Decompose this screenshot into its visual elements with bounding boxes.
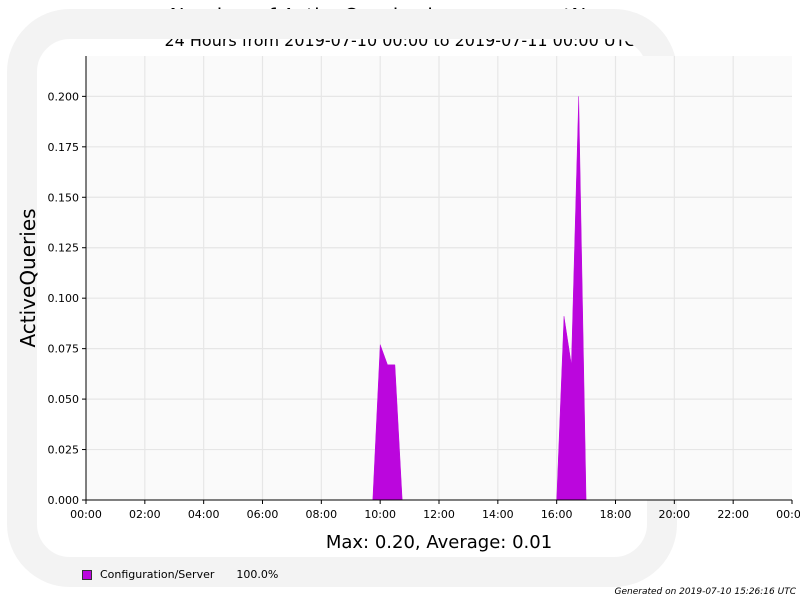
y-tick-label: 0.025	[48, 444, 80, 457]
y-axis-label: ActiveQueries	[16, 208, 40, 347]
legend-swatch	[82, 569, 92, 580]
x-tick-label: 20:00	[658, 508, 690, 521]
y-tick-label: 0.200	[48, 90, 80, 103]
x-tick-label: 04:00	[188, 508, 220, 521]
y-tick-label: 0.125	[48, 242, 80, 255]
x-tick-label: 08:00	[305, 508, 337, 521]
summary-text: Max: 0.20, Average: 0.01	[325, 532, 553, 553]
y-tick-label: 0.000	[48, 494, 80, 507]
y-tick-label: 0.050	[48, 393, 80, 406]
x-tick-label: 06:00	[247, 508, 279, 521]
legend-percent: 100.0%	[236, 568, 279, 581]
x-tick-label: 18:00	[600, 508, 632, 521]
x-tick-label: 10:00	[364, 508, 396, 521]
y-tick-label: 0.175	[48, 141, 80, 154]
x-tick-label: 14:00	[482, 508, 514, 521]
y-tick-label: 0.100	[48, 292, 80, 305]
x-tick-label: 12:00	[423, 508, 455, 521]
legend: Configuration/Server 100.0%	[82, 568, 278, 581]
x-tick-label: 02:00	[129, 508, 161, 521]
legend-label: Configuration/Server	[100, 568, 215, 581]
y-tick-label: 0.075	[48, 343, 80, 356]
x-tick-label: 00:00	[776, 508, 800, 521]
generated-footer: Generated on 2019-07-10 15:26:16 UTC	[614, 587, 797, 597]
x-tick-label: 22:00	[717, 508, 749, 521]
x-tick-label: 16:00	[541, 508, 573, 521]
x-tick-label: 00:00	[70, 508, 102, 521]
y-tick-label: 0.150	[48, 191, 80, 204]
